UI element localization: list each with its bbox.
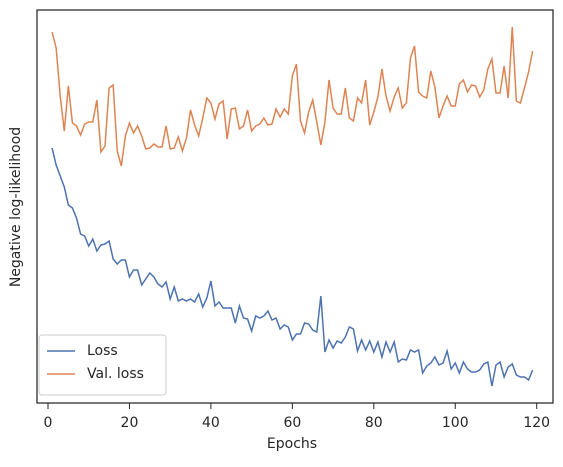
x-tick-label: 20: [121, 415, 139, 431]
legend-box: [38, 334, 167, 396]
plot-frame: [36, 9, 554, 404]
x-tick-label: 120: [523, 415, 550, 431]
line-series: [51, 147, 534, 387]
line-series: [51, 26, 534, 167]
x-tick-label: 60: [283, 415, 301, 431]
x-tick-label: 40: [202, 415, 220, 431]
x-tick-label: 80: [365, 415, 383, 431]
legend-label: Val. loss: [87, 366, 144, 382]
legend: Loss Val. loss: [38, 334, 167, 396]
x-tick-label: 0: [44, 415, 53, 431]
x-tick-label: 100: [442, 415, 469, 431]
x-axis-label: Epochs: [267, 436, 317, 452]
legend-label: Loss: [87, 343, 118, 359]
y-axis-label: Negative log-likelihood: [8, 127, 24, 287]
